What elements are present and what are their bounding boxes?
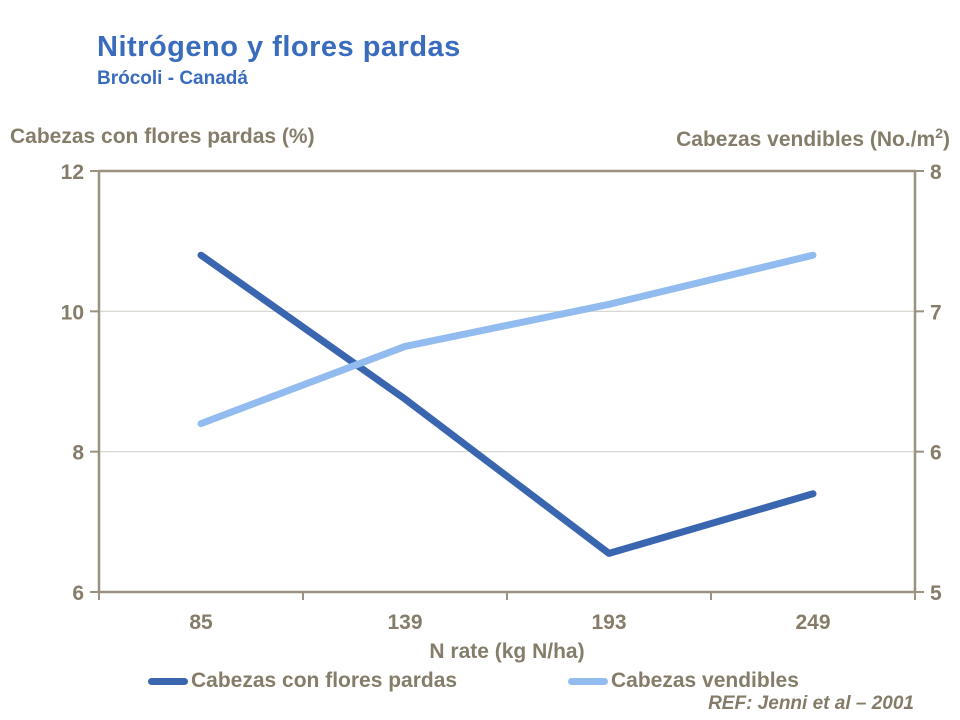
right-axis-title: Cabezas vendibles (No./m2) [676,125,950,152]
left-axis-tick-label: 10 [61,301,84,324]
x-axis-tick-label: 139 [387,611,422,634]
x-axis-tick-label: 249 [795,611,830,634]
x-axis-tick-label: 193 [591,611,626,634]
right-axis-tick-label: 7 [930,301,942,324]
left-axis-title: Cabezas con flores pardas (%) [10,125,315,149]
right-axis-tick-label: 5 [930,582,942,605]
series-line-0 [197,251,817,557]
plot-frame [97,169,917,594]
right-axis-title-superscript: 2 [935,125,943,141]
x-axis-tick-label: 85 [189,611,213,634]
right-axis-tick-label: 6 [930,442,942,465]
legend-item-flores-pardas: Cabezas con flores pardas [148,669,457,693]
page-title: Nitrógeno y flores pardas [97,31,461,63]
legend-label: Cabezas con flores pardas [191,669,458,692]
right-axis-tick-label: 8 [930,161,942,184]
right-axis-title-suffix: ) [943,128,950,151]
legend-line-marker-light [568,677,608,685]
legend-item-vendibles: Cabezas vendibles [568,669,799,693]
reference-citation: REF: Jenni et al – 2001 [708,693,914,714]
left-axis-title-text: Cabezas con flores pardas (%) [10,125,315,148]
legend-label: Cabezas vendibles [611,669,799,692]
left-axis-tick-label: 12 [61,161,84,184]
left-axis-tick-label: 6 [72,582,84,605]
left-axis-tick-label: 8 [72,442,84,465]
legend-line-marker-dark [148,677,188,685]
right-axis-title-prefix: Cabezas vendibles (No./m [676,128,936,151]
page-subtitle: Brócoli - Canadá [97,68,248,89]
series-line-1 [197,251,817,428]
x-axis-title: N rate (kg N/ha) [429,640,585,663]
